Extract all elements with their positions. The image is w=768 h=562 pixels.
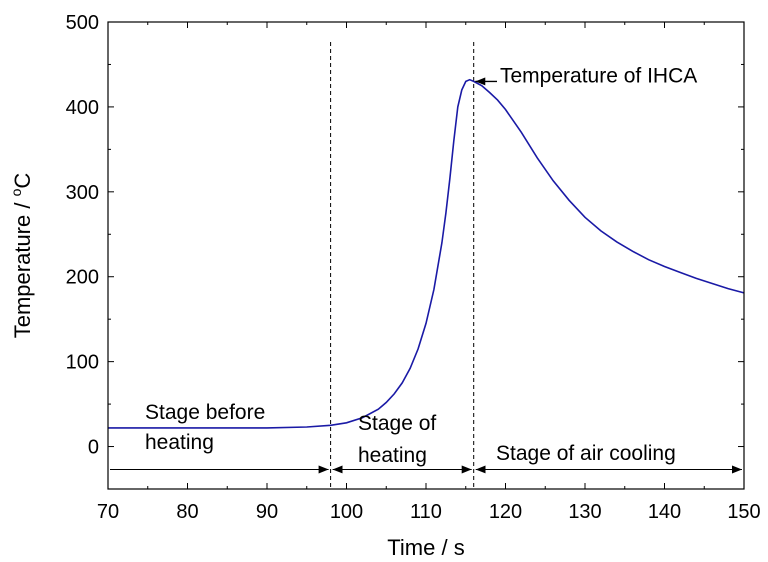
y-axis-title-unit: C: [10, 173, 35, 189]
x-tick-label: 90: [256, 501, 278, 523]
plot-frame: [107, 21, 745, 490]
x-tick-label: 80: [176, 501, 198, 523]
x-tick-label: 70: [97, 501, 119, 523]
x-axis-title: Time / s: [387, 535, 464, 560]
y-axis-title-main: Temperature /: [10, 196, 35, 338]
stage-dividers: [330, 42, 475, 489]
y-tick-label: 400: [66, 97, 99, 119]
y-tick-label: 200: [66, 267, 99, 289]
temperature-series-line: [108, 78, 745, 429]
y-axis-title-degree: o: [8, 188, 24, 196]
stage-of-heating-label-line2: heating: [358, 444, 427, 467]
y-axis-title: Temperature / oC: [8, 173, 35, 339]
stage-of-air-cooling-label: Stage of air cooling: [496, 442, 676, 465]
x-tick-label: 130: [568, 501, 601, 523]
y-tick-label: 500: [66, 12, 99, 34]
y-tick-label: 100: [66, 352, 99, 374]
peak-label: Temperature of IHCA: [500, 64, 697, 87]
x-tick-label: 120: [489, 501, 522, 523]
stage-of-heating-label-line1: Stage of: [358, 412, 436, 435]
stage-before-heating-label-line2: heating: [145, 431, 214, 454]
stage-before-heating-label-line1: Stage before: [145, 401, 265, 424]
y-tick-label: 300: [66, 182, 99, 204]
x-tick-label: 110: [410, 501, 442, 523]
y-tick-label: 0: [88, 437, 99, 459]
x-tick-label: 140: [648, 501, 681, 523]
ticks-layer: 70 80 90 100 110 120 130 140 150 0 100 200 300 400 500: [66, 12, 761, 523]
x-tick-label: 150: [727, 501, 760, 523]
x-tick-label: 100: [330, 501, 363, 523]
